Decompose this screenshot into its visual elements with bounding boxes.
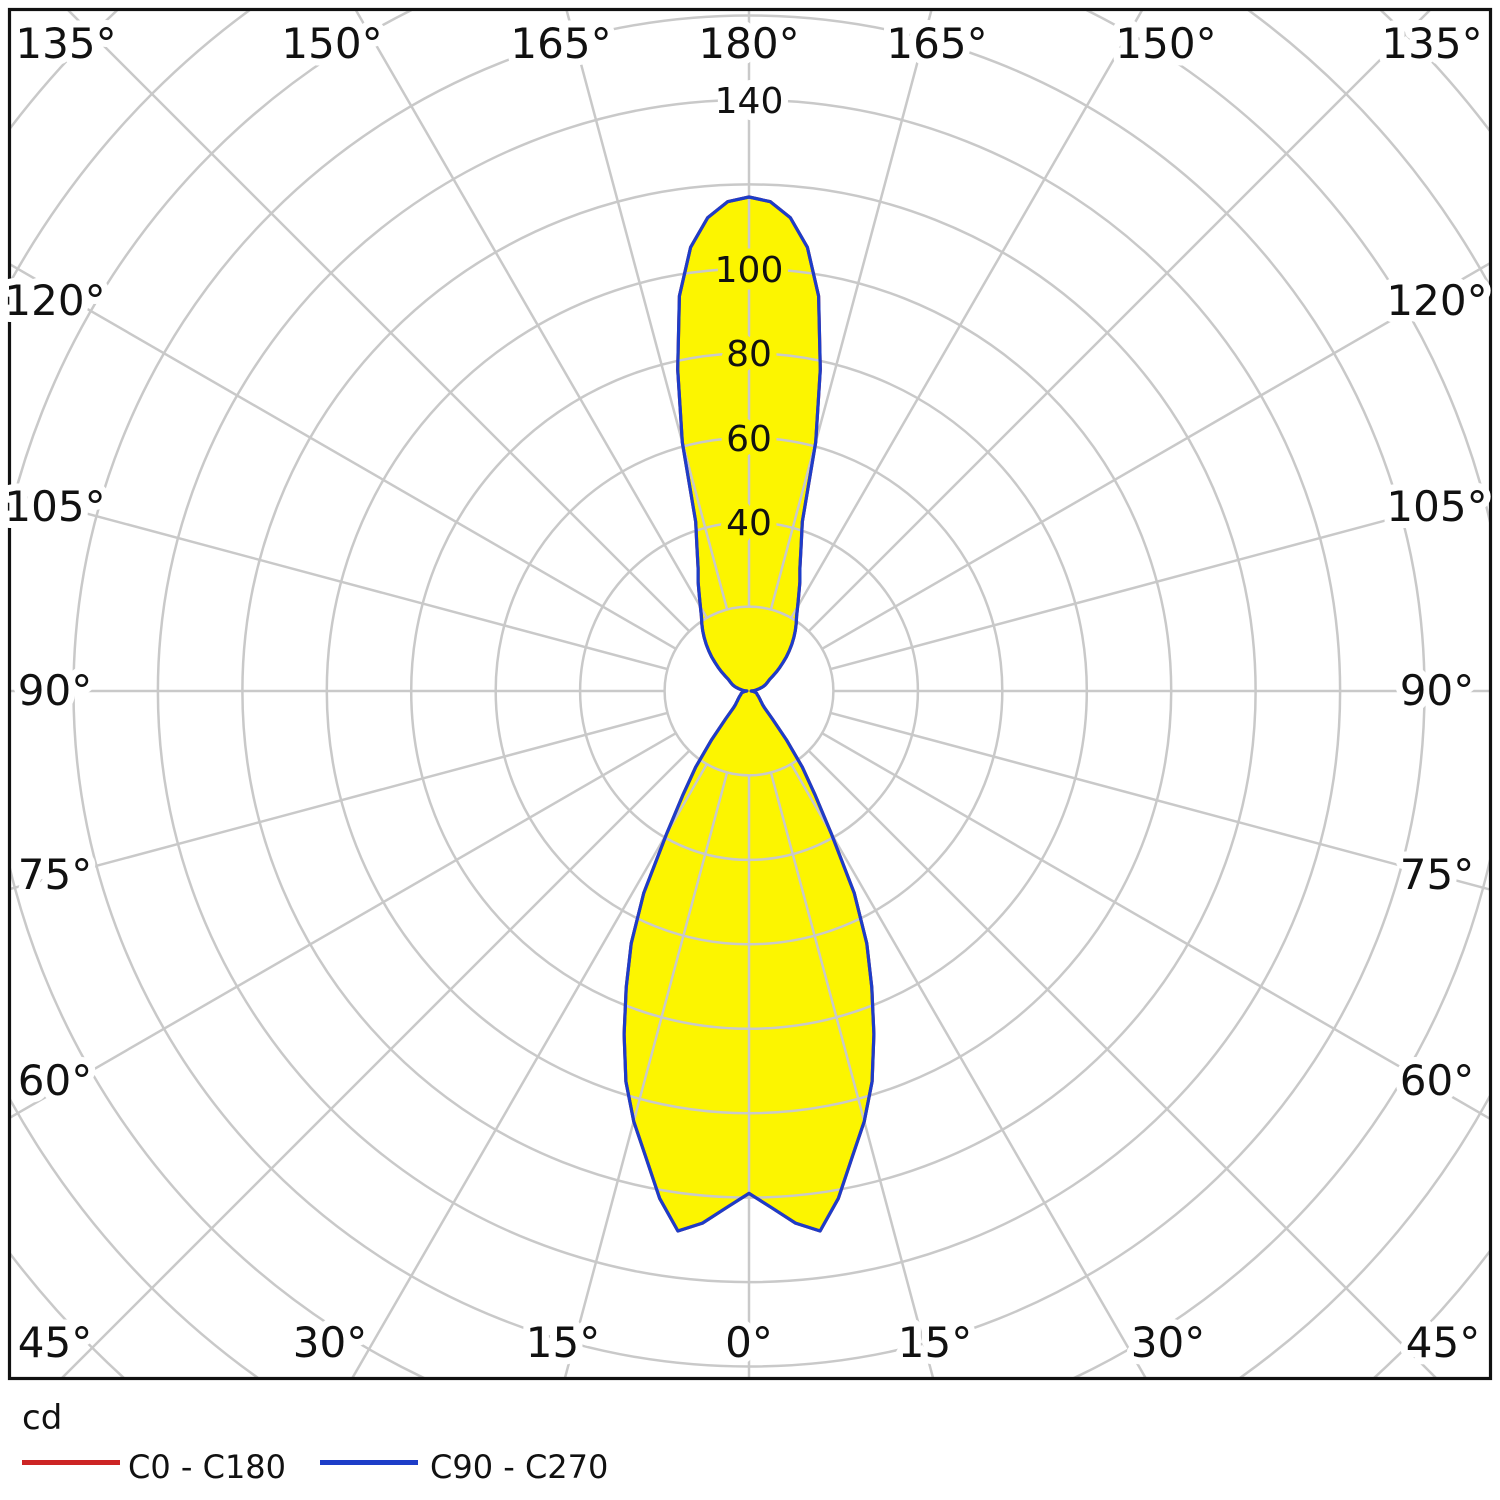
- radial-label: 100: [715, 250, 784, 291]
- grid-spoke: [67, 11, 691, 633]
- grid-spoke: [11, 491, 668, 671]
- radial-label: 140: [715, 81, 784, 122]
- angle-label-right: 90°: [1400, 666, 1474, 715]
- legend-label-c0-c180: C0 - C180: [128, 1448, 287, 1486]
- angle-label-left: 90°: [18, 666, 92, 715]
- grid-spoke: [790, 763, 1147, 1377]
- grid-spoke: [807, 11, 1431, 633]
- grid-spoke: [821, 262, 1489, 650]
- angle-label-top: 135°: [1381, 19, 1482, 68]
- angle-label-left: 120°: [4, 276, 105, 325]
- legend-swatch-c0-c180: [22, 1460, 120, 1465]
- angle-label-bottom: 45°: [18, 1318, 92, 1367]
- grid-spoke: [807, 749, 1437, 1377]
- grid-spoke: [354, 11, 708, 619]
- grid-spoke: [821, 732, 1489, 1120]
- radial-label: 60: [726, 419, 772, 460]
- angle-label-bottom: 15°: [526, 1318, 600, 1367]
- angle-label-right: 105°: [1386, 482, 1487, 531]
- angle-label-left: 60°: [18, 1056, 92, 1105]
- angle-label-right: 60°: [1400, 1056, 1474, 1105]
- grid-spoke: [830, 491, 1489, 671]
- unit-label: cd: [22, 1398, 63, 1438]
- grid-spoke: [563, 772, 729, 1377]
- grid-spoke: [790, 11, 1144, 619]
- grid-spoke: [11, 711, 668, 891]
- angle-label-left: 105°: [4, 482, 105, 531]
- legend-swatch-c90-c270: [320, 1460, 418, 1465]
- angle-label-bottom: 30°: [1131, 1318, 1205, 1367]
- plot-border: [7, 7, 1493, 1381]
- grid-spoke: [351, 763, 708, 1377]
- grid-spoke: [830, 711, 1489, 891]
- intensity-curve-c90-c270: [622, 195, 876, 1233]
- angle-label-top: 135°: [15, 19, 116, 68]
- angle-label-top: 150°: [281, 19, 382, 68]
- grid-spoke: [11, 263, 677, 650]
- legend-label-c90-c270: C90 - C270: [430, 1448, 609, 1486]
- grid-spoke: [11, 732, 677, 1119]
- angle-label-right: 75°: [1400, 850, 1474, 899]
- angle-label-bottom: 45°: [1406, 1318, 1480, 1367]
- angle-label-bottom: 0°: [725, 1318, 773, 1367]
- radial-label: 80: [726, 334, 772, 375]
- angle-label-top: 180°: [698, 19, 799, 68]
- angle-label-bottom: 15°: [898, 1318, 972, 1367]
- angle-label-left: 75°: [18, 850, 92, 899]
- angle-label-top: 150°: [1115, 19, 1216, 68]
- angle-label-bottom: 30°: [293, 1318, 367, 1367]
- angle-label-top: 165°: [886, 19, 987, 68]
- radial-label: 40: [726, 503, 772, 544]
- angle-label-top: 165°: [510, 19, 611, 68]
- grid-spoke: [61, 749, 691, 1377]
- grid-spoke: [769, 772, 935, 1377]
- angle-label-right: 120°: [1386, 276, 1487, 325]
